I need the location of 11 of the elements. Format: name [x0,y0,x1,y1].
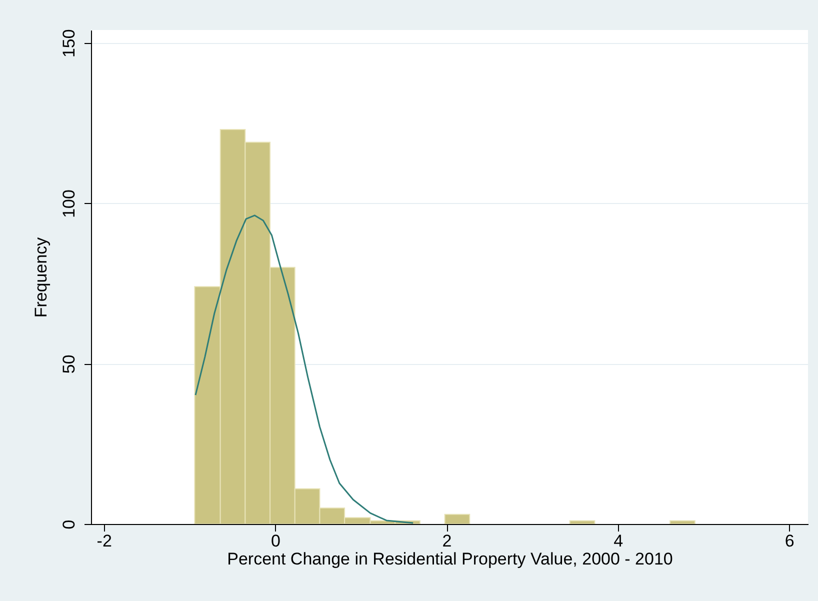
y-axis-title: Frequency [32,236,50,318]
x-tick-label: 2 [442,532,452,550]
x-tick-label: 0 [270,532,280,550]
y-tick-label: 150 [60,29,78,58]
x-tick-label: -2 [96,532,112,550]
y-tick-label: 100 [60,190,78,218]
y-tick-label: 50 [60,354,78,374]
x-tick-label: 4 [614,532,624,550]
x-axis-title: Percent Change in Residential Property Value, 2000 - 2010 [227,550,673,568]
y-tick-label: 0 [60,520,78,530]
x-tick-label: 6 [784,532,794,550]
